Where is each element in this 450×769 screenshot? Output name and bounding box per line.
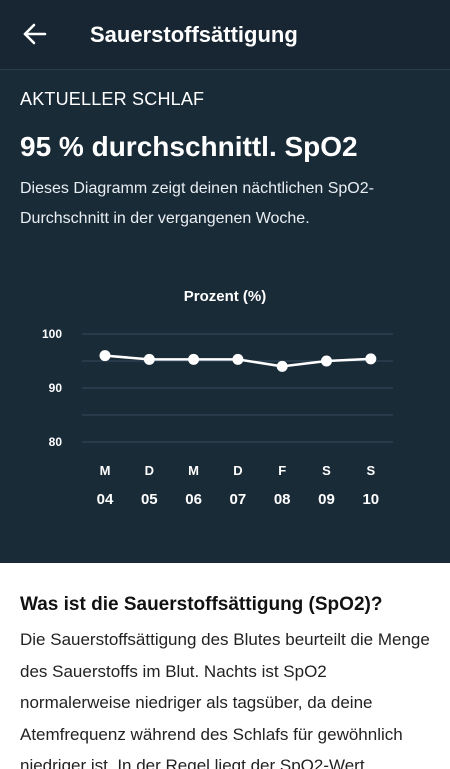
x-date-label: 07 (230, 491, 247, 508)
data-point (276, 360, 288, 372)
x-day-label: M (100, 463, 111, 478)
data-point (188, 353, 200, 365)
spo2-line-chart: Prozent (%) 80 90 100 M 04 D 05 M 06 D 07 F 08 S 09 S 10 (42, 288, 393, 508)
x-date-label: 04 (97, 491, 114, 508)
data-point (365, 353, 377, 365)
x-day-label: S (322, 463, 331, 478)
app-bar: Sauerstoffsättigung (0, 0, 450, 70)
y-tick-label: 90 (49, 381, 63, 395)
summary-panel (0, 0, 450, 563)
data-point (99, 350, 111, 362)
x-date-label: 08 (274, 491, 291, 508)
x-day-label: F (278, 463, 286, 478)
spo2-chart: Prozent (%) 80 90 100 M 04 D 05 M 06 D 07 F 08 S 09 S 10 (0, 270, 450, 540)
x-day-label: M (188, 463, 199, 478)
data-point (232, 353, 244, 365)
chart-description: Dieses Diagramm zeigt deinen nächtlichen… (20, 180, 374, 227)
info-body: Die Sauerstoffsättigung des Blutes beurt… (20, 630, 430, 769)
section-label: AKTUELLER SCHLAF (20, 89, 205, 109)
arrow-left-icon (23, 23, 47, 45)
page-title: Sauerstoffsättigung (90, 22, 298, 47)
x-date-label: 09 (318, 491, 335, 508)
x-day-label: D (145, 463, 154, 478)
average-headline: 95 % durchschnittl. SpO2 (20, 131, 358, 162)
back-button[interactable] (18, 17, 52, 51)
y-tick-label: 100 (42, 327, 62, 341)
x-date-label: 06 (185, 491, 202, 508)
chart-title: Prozent (%) (184, 288, 267, 305)
x-day-label: S (366, 463, 375, 478)
data-point (321, 355, 332, 367)
x-date-label: 05 (141, 491, 158, 508)
x-date-label: 10 (362, 491, 379, 508)
x-day-label: D (233, 463, 242, 478)
data-point (143, 353, 155, 365)
y-tick-label: 80 (49, 435, 63, 449)
info-title: Was ist die Sauerstoffsättigung (SpO2)? (20, 594, 383, 615)
